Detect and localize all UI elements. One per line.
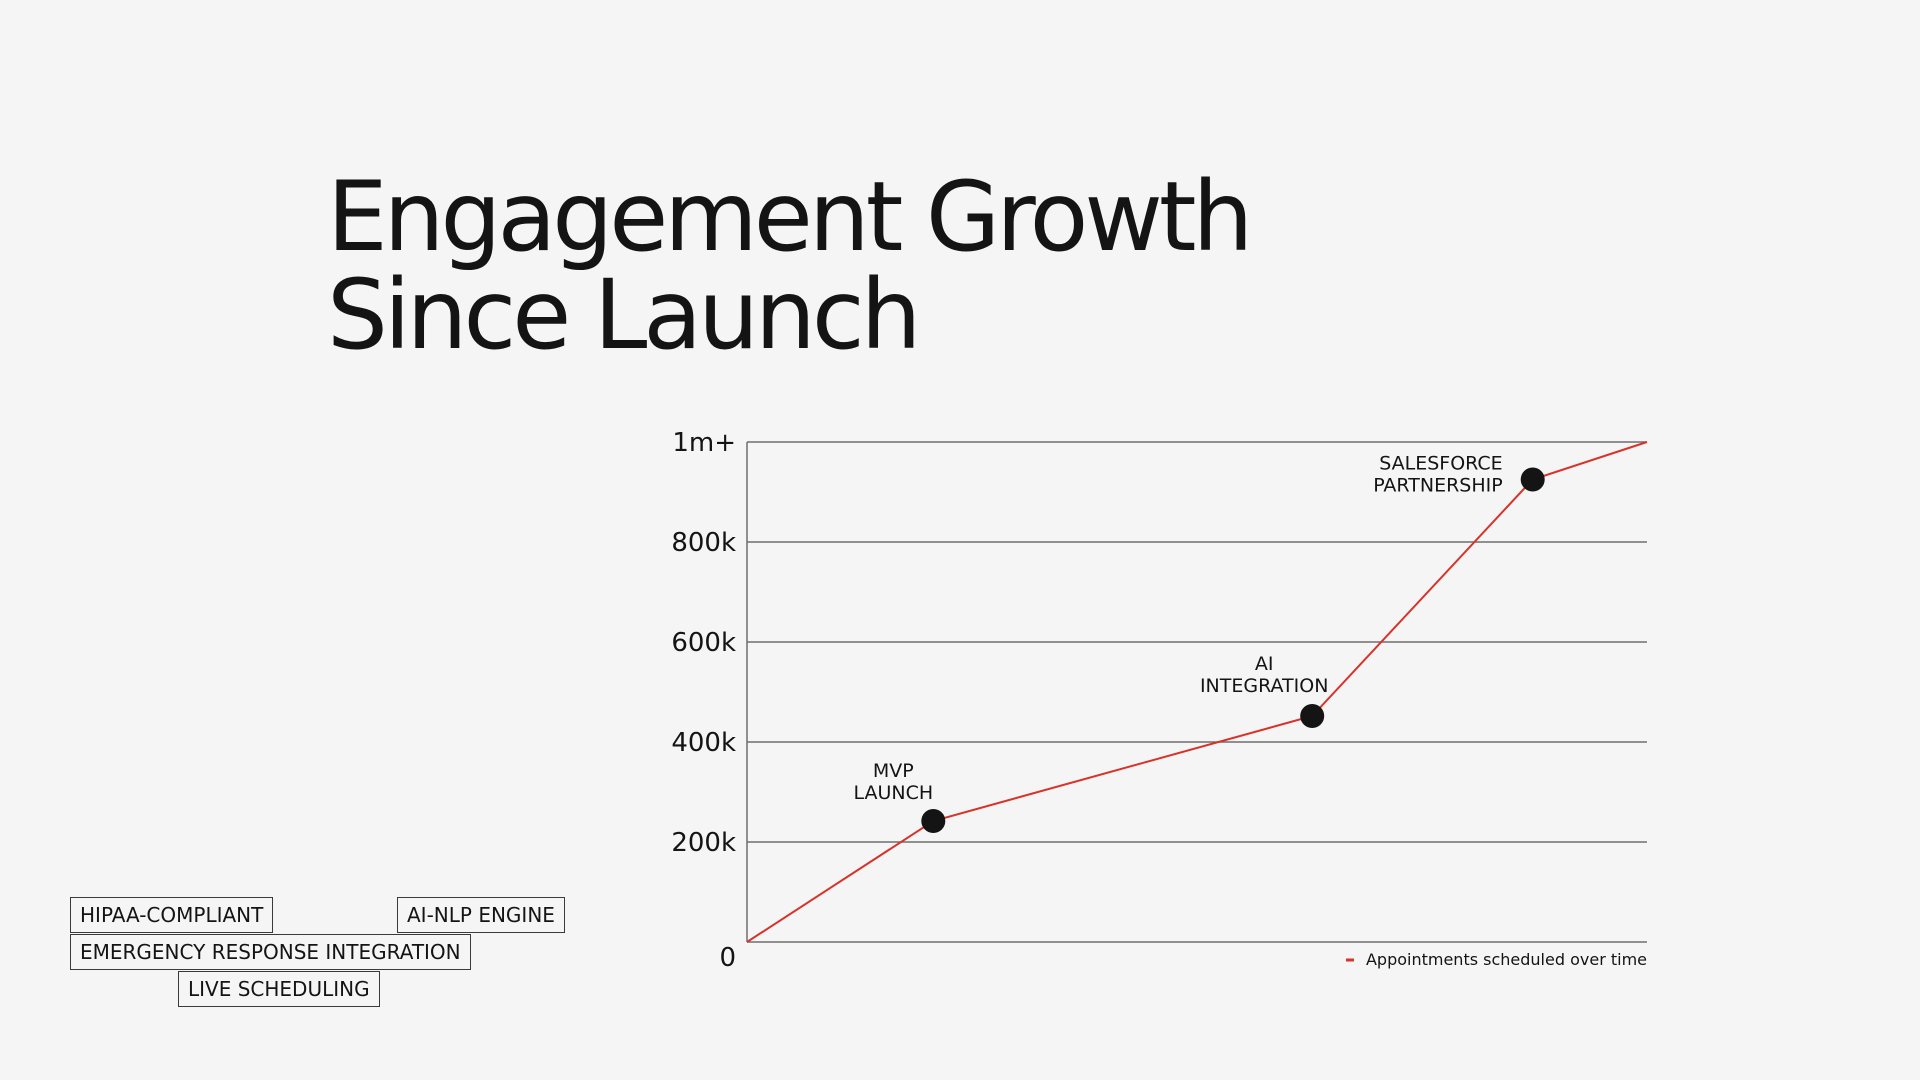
milestone-label-line: SALESFORCE [1379, 453, 1502, 475]
page-title-line-2: Since Launch [327, 259, 921, 371]
y-tick-label: 600k [671, 628, 736, 658]
y-tick-label: 400k [671, 728, 736, 758]
milestone-label-line: AI [1255, 653, 1274, 675]
milestone-label-line: MVP [873, 760, 914, 782]
tag-live-scheduling: LIVE SCHEDULING [178, 971, 380, 1007]
milestone-label: AI INTEGRATION [1200, 653, 1328, 697]
milestone-label-line: PARTNERSHIP [1373, 475, 1503, 497]
page-title-line-1: Engagement Growth [327, 161, 1253, 273]
milestone-label: SALESFORCE PARTNERSHIP [1373, 453, 1503, 497]
y-tick-label: 800k [671, 528, 736, 558]
milestone-marker [921, 809, 946, 833]
milestone-marker [1300, 704, 1325, 728]
y-tick-label: 0 [719, 943, 736, 973]
y-tick-label: 1m+ [672, 428, 736, 458]
milestone-label-line: LAUNCH [853, 782, 933, 804]
legend-label: Appointments scheduled over time [1366, 950, 1647, 969]
series-line [746, 441, 1648, 943]
milestone-marker [1520, 467, 1545, 492]
page-title: Engagement Growth Since Launch [327, 161, 1253, 371]
tag-emergency-response-integration: EMERGENCY RESPONSE INTEGRATION [70, 934, 471, 970]
tag-ai-nlp-engine: AI-NLP ENGINE [397, 897, 565, 933]
y-tick-label: 200k [671, 828, 736, 858]
tag-hipaa-compliant: HIPAA-COMPLIANT [70, 897, 274, 933]
milestone-label: MVP LAUNCH [853, 760, 933, 804]
milestone-label-line: INTEGRATION [1200, 675, 1328, 697]
